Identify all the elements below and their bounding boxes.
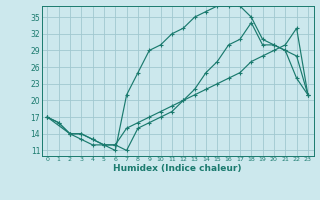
X-axis label: Humidex (Indice chaleur): Humidex (Indice chaleur) bbox=[113, 164, 242, 173]
